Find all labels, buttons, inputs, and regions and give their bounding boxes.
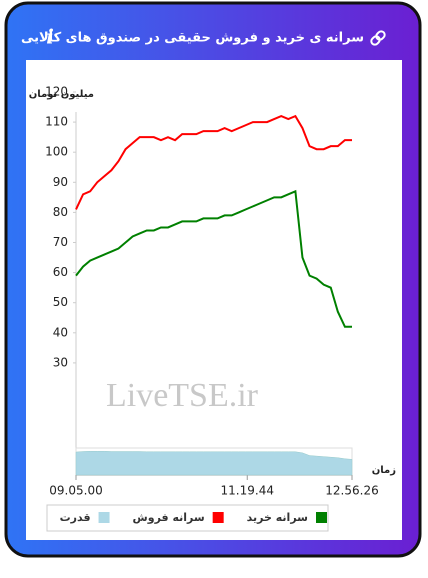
y-tick-label: 100: [45, 145, 68, 159]
legend-label[interactable]: سرانه خرید: [247, 511, 308, 524]
y-tick-label: 60: [53, 265, 68, 279]
legend-swatch[interactable]: [98, 512, 110, 523]
legend-label[interactable]: قدرت: [60, 511, 91, 524]
info-icon[interactable]: i: [46, 25, 54, 49]
watermark: LiveTSE.ir: [106, 377, 259, 414]
x-tick-label: 11.19.44: [221, 484, 274, 498]
y-tick-label: 30: [53, 355, 68, 369]
navigator-area: [75, 450, 353, 476]
chart-title: سرانه ی خرید و فروش حقیقی در صندوق های ک…: [21, 31, 364, 46]
series-line: [75, 114, 352, 210]
y-tick-label: 80: [53, 205, 68, 219]
y-axis-label: میلیون تومان: [29, 89, 94, 100]
x-tick-label: 12.56.26: [325, 484, 378, 498]
x-axis-label: زمان: [372, 465, 396, 476]
series-line: [75, 189, 352, 328]
legend-swatch[interactable]: [316, 512, 327, 523]
y-tick-label: 40: [53, 325, 68, 339]
link-icon[interactable]: [370, 30, 386, 46]
y-tick-label: 120: [45, 85, 68, 99]
y-tick-label: 50: [53, 295, 68, 309]
y-tick-label: 90: [53, 175, 68, 189]
legend-label[interactable]: سرانه فروش: [133, 511, 205, 524]
y-tick-label: 110: [45, 115, 68, 129]
y-tick-label: 70: [53, 235, 68, 249]
legend-box: [46, 504, 329, 532]
x-tick-label: 09.05.00: [49, 484, 102, 498]
legend-swatch[interactable]: [212, 512, 224, 523]
